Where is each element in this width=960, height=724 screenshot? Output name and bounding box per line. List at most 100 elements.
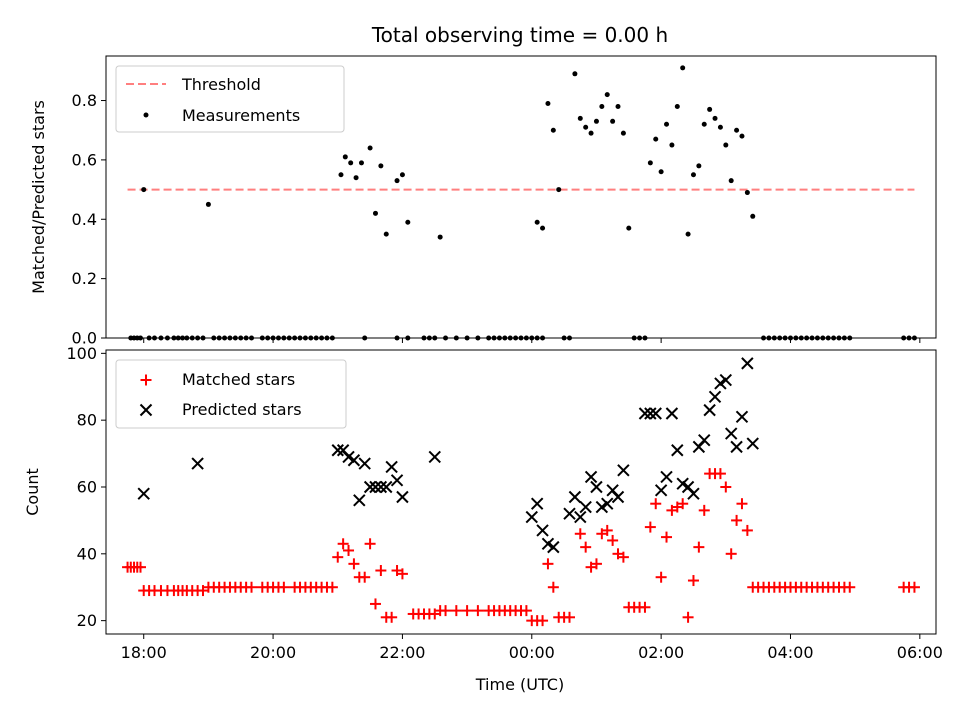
predicted-star-point bbox=[536, 524, 549, 537]
bottom-y-tick-label: 20 bbox=[77, 611, 97, 630]
top-y-axis-label: Matched/Predicted stars bbox=[29, 100, 48, 294]
matched-star-point bbox=[326, 581, 338, 593]
bottom-y-tick-label: 100 bbox=[66, 344, 97, 363]
measurement-point bbox=[674, 103, 680, 109]
matched-star-point bbox=[520, 605, 532, 617]
measurement-point bbox=[394, 178, 400, 184]
measurement-point bbox=[342, 154, 348, 160]
matched-star-point bbox=[687, 575, 699, 587]
measurement-point bbox=[358, 160, 364, 166]
top-x-ticks bbox=[143, 338, 921, 343]
measurement-point bbox=[572, 71, 578, 77]
predicted-star-point bbox=[547, 540, 560, 554]
measurement-point bbox=[550, 127, 556, 133]
measurement-point bbox=[556, 187, 562, 193]
predicted-star-point bbox=[590, 480, 603, 494]
bottom-plot-area: 20 40 60 80 100 18:00 20:00 22:00 00:00 02:00 04:… bbox=[23, 344, 943, 694]
predicted-star-point bbox=[380, 480, 393, 494]
matched-star-point bbox=[461, 605, 473, 617]
measurement-point bbox=[405, 219, 411, 225]
top-legend-box bbox=[115, 65, 345, 133]
matched-star-point bbox=[450, 605, 462, 617]
measurement-point bbox=[610, 118, 616, 124]
matched-star-point bbox=[343, 544, 355, 556]
predicted-star-point bbox=[611, 490, 625, 504]
bottom-x-tick-label: 02:00 bbox=[638, 643, 684, 662]
bottom-marks bbox=[122, 357, 920, 627]
matched-star-point bbox=[650, 498, 662, 510]
bottom-y-tick-label: 60 bbox=[77, 477, 97, 496]
matched-star-point bbox=[731, 514, 743, 526]
measurement-point bbox=[717, 124, 723, 130]
measurement-point bbox=[205, 201, 211, 207]
bottom-legend: Matched stars Predicted stars bbox=[115, 359, 347, 429]
measurement-point bbox=[669, 142, 675, 148]
measurement-point bbox=[734, 127, 740, 133]
measurement-point bbox=[658, 169, 664, 175]
measurement-point bbox=[378, 163, 384, 169]
matched-star-point bbox=[714, 468, 726, 480]
matched-star-point bbox=[332, 551, 344, 563]
matched-star-point bbox=[369, 598, 381, 610]
predicted-star-point bbox=[353, 494, 366, 507]
measurement-point bbox=[348, 160, 354, 166]
matched-legend-label: Matched stars bbox=[182, 370, 295, 389]
predicted-star-point bbox=[719, 373, 733, 387]
measurement-point bbox=[437, 234, 443, 240]
measurement-point bbox=[620, 130, 626, 136]
measurement-point bbox=[353, 175, 359, 181]
predicted-star-point bbox=[638, 407, 652, 420]
matched-star-point bbox=[682, 611, 694, 623]
predicted-star-point bbox=[579, 500, 592, 514]
matched-star-point bbox=[396, 568, 408, 580]
measurement-point bbox=[626, 225, 632, 231]
matched-star-point bbox=[440, 605, 452, 617]
matched-star-point bbox=[348, 558, 360, 570]
predicted-star-point bbox=[703, 403, 716, 417]
bottom-y-axis-label: Count bbox=[23, 468, 42, 516]
threshold-legend-label: Threshold bbox=[181, 75, 261, 94]
predicted-star-point bbox=[396, 490, 409, 504]
measurement-point bbox=[367, 145, 373, 151]
predicted-legend-label: Predicted stars bbox=[182, 400, 302, 419]
predicted-star-point bbox=[525, 510, 538, 524]
matched-star-point bbox=[537, 615, 549, 627]
predicted-star-point bbox=[601, 497, 614, 510]
predicted-star-point bbox=[671, 444, 684, 457]
measurement-point bbox=[653, 136, 659, 142]
top-y-tick-label: 0.6 bbox=[72, 150, 97, 169]
bottom-x-tick-label: 04:00 bbox=[767, 643, 813, 662]
matched-star-point bbox=[844, 581, 856, 593]
predicted-star-point bbox=[660, 470, 673, 484]
measurement-point bbox=[680, 65, 686, 71]
matched-star-point bbox=[472, 605, 484, 617]
top-y-tick-label: 0.0 bbox=[72, 329, 97, 348]
measurement-point bbox=[399, 172, 405, 178]
predicted-star-point bbox=[137, 487, 150, 500]
top-axes-frame bbox=[105, 55, 937, 339]
matched-star-point bbox=[655, 571, 667, 583]
measurement-point bbox=[712, 115, 718, 121]
predicted-star-point bbox=[390, 474, 404, 487]
matched-star-point bbox=[736, 498, 748, 510]
measurements-legend-swatch bbox=[143, 112, 149, 118]
predicted-star-point bbox=[584, 470, 598, 484]
matched-star-point bbox=[693, 541, 705, 553]
measurement-point bbox=[690, 172, 696, 178]
matched-star-point bbox=[741, 524, 753, 536]
bottom-x-tick-label: 06:00 bbox=[897, 643, 943, 662]
predicted-star-point bbox=[708, 390, 722, 403]
matched-star-point bbox=[617, 551, 629, 563]
bottom-x-tick-label: 18:00 bbox=[121, 643, 167, 662]
measurement-point bbox=[540, 225, 546, 231]
measurement-point bbox=[141, 187, 147, 193]
predicted-star-point bbox=[644, 407, 657, 420]
predicted-star-point bbox=[347, 454, 361, 467]
matched-star-point bbox=[246, 581, 258, 593]
matched-star-point bbox=[639, 601, 651, 613]
measurement-point bbox=[372, 210, 378, 216]
measurement-point bbox=[696, 163, 702, 169]
measurement-point bbox=[577, 115, 583, 121]
measurement-point bbox=[583, 124, 589, 130]
